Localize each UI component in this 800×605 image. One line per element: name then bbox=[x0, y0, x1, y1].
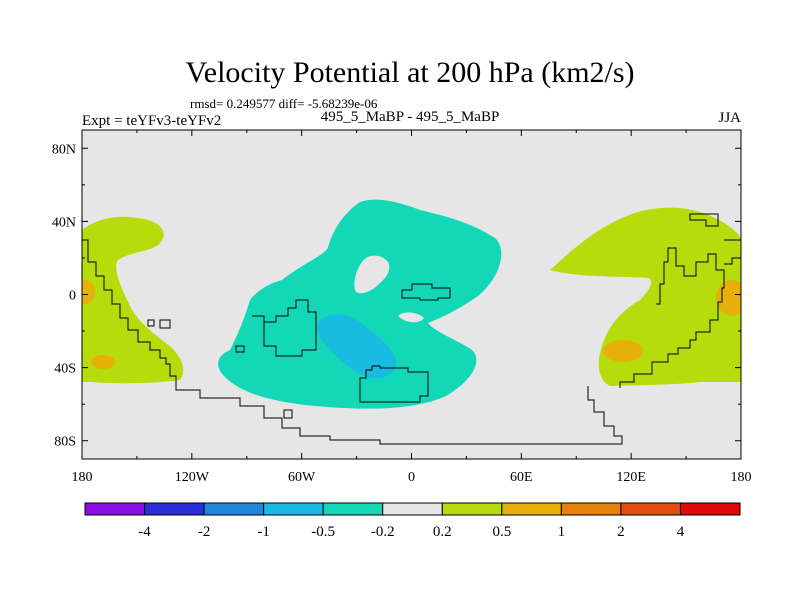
contour-fill-pos-0-5-c bbox=[603, 340, 643, 362]
colorbar-swatch bbox=[382, 502, 443, 516]
chart-title: Velocity Potential at 200 hPa (km2/s) bbox=[185, 56, 634, 89]
colorbar: -4 -2 -1 -0.5 -0.2 0.2 0.5 1 2 4 bbox=[84, 502, 741, 540]
contour-fill-neg-0-5 bbox=[316, 314, 397, 379]
x-tick-label: 120W bbox=[175, 470, 210, 485]
plot-area bbox=[82, 130, 741, 459]
colorbar-label: -0.5 bbox=[311, 524, 335, 540]
colorbar-swatch bbox=[144, 502, 205, 516]
contour-fill-pos-0-5-d bbox=[716, 280, 741, 316]
colorbar-swatch bbox=[560, 502, 622, 516]
contour-fill-pos-0-5-b bbox=[91, 355, 115, 369]
contour-fill-pos-0-5-a bbox=[82, 280, 95, 304]
colorbar-label: -2 bbox=[198, 524, 211, 540]
coastlines bbox=[82, 213, 741, 445]
center-label: 495_5_MaBP - 495_5_MaBP bbox=[321, 109, 500, 125]
coastline-oceania bbox=[147, 257, 741, 329]
coastline-europe bbox=[401, 283, 451, 301]
colorbar-label: -4 bbox=[138, 524, 151, 540]
colorbar-label: 4 bbox=[677, 524, 685, 540]
colorbar-swatch bbox=[263, 502, 324, 516]
contour-fill-pos-right bbox=[550, 207, 741, 386]
coastline-asia-north bbox=[689, 213, 741, 241]
y-tick-label: 0 bbox=[69, 289, 76, 304]
x-tick-label: 120E bbox=[616, 470, 646, 485]
coastline-island-a bbox=[235, 345, 245, 353]
colorbar-swatch bbox=[620, 502, 681, 516]
x-tick-label: 60W bbox=[288, 470, 316, 485]
axes: 180 120W 60W 0 60E 120E 180 80N 40N 0 40S 80S bbox=[52, 130, 752, 485]
season-label: JJA bbox=[718, 110, 741, 126]
coastline-island-b bbox=[283, 409, 293, 419]
colorbar-swatch bbox=[84, 502, 146, 516]
colorbar-label: 0.5 bbox=[492, 524, 511, 540]
colorbar-label: 1 bbox=[558, 524, 566, 540]
colorbar-swatch bbox=[203, 502, 265, 516]
x-tick-label: 180 bbox=[731, 470, 752, 485]
colorbar-swatch bbox=[679, 502, 741, 516]
x-tick-label: 60E bbox=[510, 470, 533, 485]
contour-fill-pos-left bbox=[82, 216, 184, 384]
expt-label: Expt = teYFv3-teYFv2 bbox=[82, 113, 221, 129]
colorbar-label: 2 bbox=[617, 524, 625, 540]
y-tick-label: 40S bbox=[54, 362, 76, 377]
colorbar-swatch bbox=[501, 502, 562, 516]
coastline-america-west bbox=[82, 239, 623, 445]
rmsd-label: rmsd= 0.249577 diff= -5.68239e-06 bbox=[190, 96, 378, 111]
colorbar-label: -1 bbox=[257, 524, 270, 540]
x-tick-label: 180 bbox=[72, 470, 93, 485]
coastline-south-america bbox=[252, 299, 317, 357]
colorbar-swatch bbox=[322, 502, 384, 516]
y-tick-label: 80N bbox=[52, 142, 76, 157]
x-tick-label: 0 bbox=[408, 470, 415, 485]
coastline-asia-east bbox=[619, 247, 725, 388]
colorbar-swatch bbox=[441, 502, 503, 516]
y-tick-label: 40N bbox=[52, 215, 76, 230]
coastline-africa bbox=[359, 365, 429, 403]
colorbar-label: 0.2 bbox=[433, 524, 452, 540]
colorbar-label: -0.2 bbox=[371, 524, 395, 540]
y-tick-label: 80S bbox=[54, 435, 76, 450]
